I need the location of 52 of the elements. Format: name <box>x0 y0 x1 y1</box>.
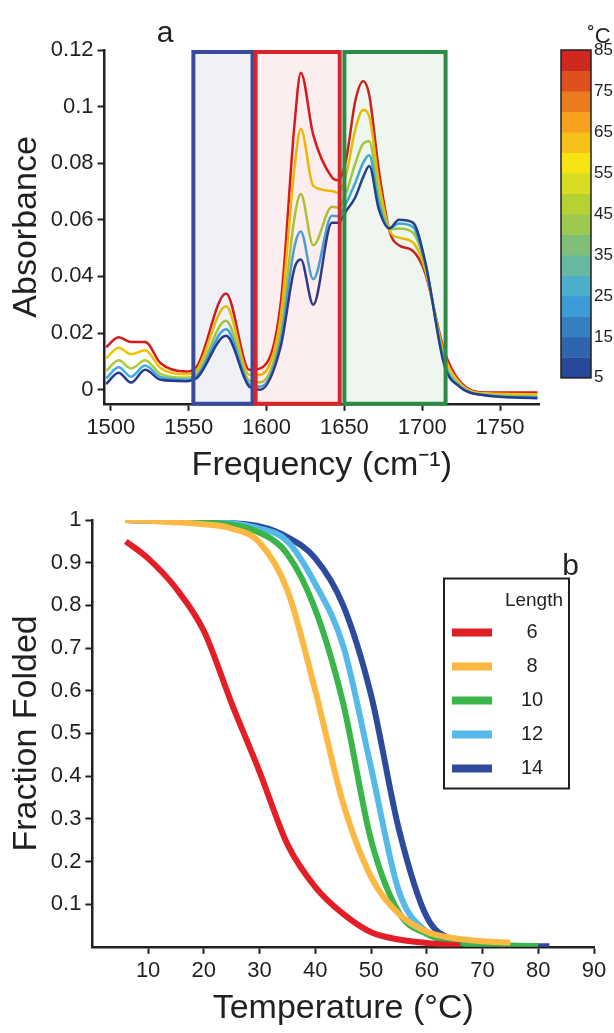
x-tick-label: 30 <box>247 957 272 983</box>
x-tick-label: 1750 <box>475 414 525 440</box>
x-tick-label: 1550 <box>164 414 214 440</box>
legend-label: 14 <box>520 755 544 778</box>
x-tick-label: 20 <box>191 957 217 983</box>
color-bar-label: 55 <box>594 162 613 182</box>
y-tick-label: 0 <box>81 375 94 401</box>
legend-label: 10 <box>520 687 544 710</box>
y-tick-label: 1 <box>69 506 82 532</box>
y-axis-title: Absorbance <box>4 136 43 318</box>
x-tick-label: 40 <box>303 957 328 983</box>
x-tick-label: 80 <box>526 957 551 983</box>
color-bar-label: 45 <box>594 203 613 223</box>
annotation: b <box>562 548 579 581</box>
y-tick-label: 0.9 <box>50 548 82 574</box>
legend-label: 12 <box>520 721 544 744</box>
y-tick-label: 0.08 <box>50 149 94 175</box>
color-bar-label: 75 <box>594 80 613 100</box>
y-tick-label: 0.04 <box>50 262 94 288</box>
x-tick-label: 70 <box>470 957 495 983</box>
y-tick-label: 0.02 <box>50 319 94 345</box>
color-bar-label: 65 <box>594 121 613 141</box>
x-tick-label: 1600 <box>242 414 292 440</box>
x-tick-label: 1500 <box>86 414 136 440</box>
x-tick-label: 50 <box>358 957 384 983</box>
y-axis-title: Fraction Folded <box>4 615 43 852</box>
y-tick-label: 0.3 <box>50 804 82 830</box>
y-tick-label: 0.06 <box>50 205 94 231</box>
x-tick-label: 1700 <box>397 414 447 440</box>
x-axis-title: Temperature (°C) <box>212 986 474 1025</box>
legend-label: 8 <box>526 653 538 676</box>
y-tick-label: 0.4 <box>50 762 82 788</box>
color-bar-label: 5 <box>594 367 604 387</box>
y-tick-label: 0.8 <box>50 591 82 617</box>
text: a <box>156 15 174 48</box>
legend-title: Length <box>504 588 563 610</box>
x-tick-label: 10 <box>135 957 161 983</box>
y-tick-label: 0.5 <box>50 719 82 745</box>
x-tick-label: 90 <box>581 957 607 983</box>
y-tick-label: 0.12 <box>50 36 94 62</box>
color-bar-label: 15 <box>594 326 613 346</box>
y-tick-label: 0.7 <box>50 634 82 660</box>
y-tick-label: 0.1 <box>50 890 82 916</box>
x-tick-label: 1650 <box>319 414 369 440</box>
color-bar-label: 35 <box>594 244 613 264</box>
color-bar-label: 25 <box>594 285 613 305</box>
legend-label: 6 <box>526 619 538 642</box>
y-tick-label: 0.2 <box>50 847 82 873</box>
y-tick-label: 0.6 <box>50 676 82 702</box>
y-tick-label: 0.1 <box>63 92 94 118</box>
x-tick-label: 60 <box>414 957 440 983</box>
x-axis-title: Frequency (cm⁻¹) <box>191 443 452 482</box>
